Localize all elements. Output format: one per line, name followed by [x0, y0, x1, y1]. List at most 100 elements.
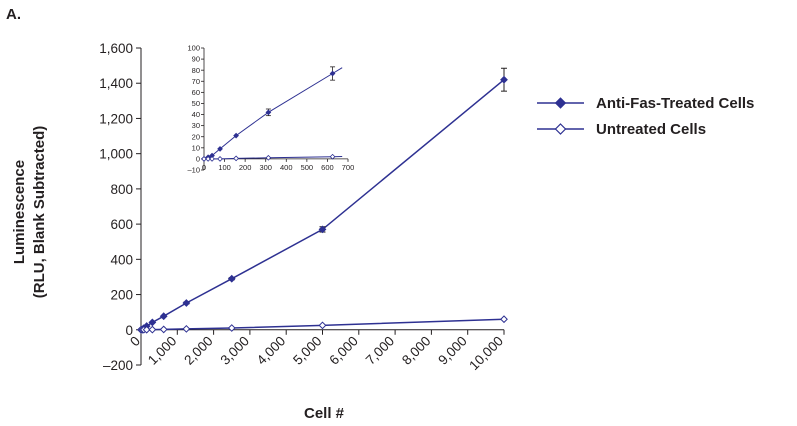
data-point	[159, 325, 168, 334]
inset-data-point	[329, 70, 336, 77]
inset-data-point	[265, 154, 272, 161]
inset-data-point	[205, 156, 211, 162]
x-axis-title: Cell #	[304, 405, 345, 422]
inset-y-tick: 10	[192, 143, 204, 152]
series-untreated	[137, 315, 508, 334]
y-tick-label: 1,600	[99, 41, 133, 56]
legend-label-treated: Anti-Fas-Treated Cells	[596, 95, 754, 112]
y-tick-label: 0	[125, 323, 133, 338]
y-tick: 800	[110, 182, 141, 197]
inset-x-tick-label: 0	[202, 163, 206, 172]
inset-y-tick-label: 10	[192, 143, 200, 152]
data-point	[227, 324, 236, 332]
inset-data-point	[209, 156, 215, 162]
y-tick-label: 600	[110, 217, 133, 232]
x-tick-label: 3,000	[218, 333, 253, 368]
x-tick-label: 5,000	[290, 333, 325, 368]
data-point	[148, 325, 157, 334]
inset-x-tick: 200	[239, 158, 252, 172]
open-diamond-icon	[554, 123, 567, 135]
data-point	[227, 274, 236, 283]
data-point	[142, 325, 151, 334]
data-point	[159, 312, 168, 321]
x-tick: 9,000	[435, 329, 470, 368]
x-tick-label: 9,000	[435, 333, 470, 368]
inset-data-point	[265, 109, 272, 116]
y-tick-label: 1,400	[99, 76, 133, 91]
inset-x-tick-label: 500	[301, 163, 314, 172]
inset-series-treated	[201, 66, 343, 162]
x-tick-label: 2,000	[181, 333, 216, 368]
inset-x-tick: 500	[301, 158, 314, 172]
legend-item-treated: Anti-Fas-Treated Cells	[537, 95, 754, 112]
inset-data-point	[329, 153, 336, 160]
y-axis-title-line-2: (RLU, Blank Subtracted)	[31, 126, 48, 299]
inset-y-tick-label: 70	[192, 77, 200, 86]
x-tick-label: 6,000	[326, 333, 361, 368]
inset-y-tick: 80	[192, 66, 204, 75]
inset-y-tick-label: 80	[192, 66, 200, 75]
data-point	[318, 321, 327, 330]
inset-series-untreated	[201, 153, 343, 162]
panel-label: A.	[6, 6, 21, 23]
inset-y-tick: 40	[192, 110, 204, 119]
inset-y-tick-label: 90	[192, 55, 200, 64]
inset-data-point	[217, 146, 223, 152]
legend-item-untreated: Untreated Cells	[537, 121, 706, 138]
x-tick-label: 1,000	[145, 333, 180, 368]
data-point	[500, 315, 508, 324]
data-point	[182, 324, 191, 333]
inset-x-tick-label: 200	[239, 163, 252, 172]
legend-label-untreated: Untreated Cells	[596, 121, 706, 138]
y-tick: 1,600	[99, 41, 141, 56]
inset-y-tick-label: 0	[196, 155, 200, 164]
x-tick-label: 8,000	[399, 333, 434, 368]
inset-x-tick-label: 700	[342, 163, 355, 172]
x-tick: 10,000	[466, 329, 506, 373]
inset-y-tick-label: 20	[192, 132, 200, 141]
inset-y-tick-label: 50	[192, 99, 200, 108]
inset-data-point	[233, 155, 239, 162]
y-tick: 400	[110, 252, 141, 267]
inset-y-tick-label: 60	[192, 88, 200, 97]
data-point	[148, 318, 157, 327]
x-tick: 7,000	[363, 329, 398, 368]
inset-data-point	[233, 132, 239, 139]
inset-x-tick-label: 600	[321, 163, 334, 172]
x-tick: 8,000	[399, 329, 434, 368]
x-tick-label: 7,000	[363, 333, 398, 368]
legend: Anti-Fas-Treated Cells Untreated Cells	[537, 95, 754, 138]
data-point	[500, 75, 508, 84]
inset-y-tick-label: 100	[187, 44, 200, 53]
y-tick: 1,200	[99, 111, 141, 126]
x-tick: 5,000	[290, 329, 325, 368]
y-tick-label: 200	[110, 288, 133, 303]
inset-x-tick-label: 300	[259, 163, 272, 172]
filled-diamond-icon	[554, 97, 567, 109]
y-axis-title-line-1: Luminescence	[11, 160, 28, 264]
inset-y-tick: –10	[187, 166, 204, 175]
inset-x-tick: 100	[218, 158, 231, 172]
x-tick: 4,000	[254, 329, 289, 368]
inset-x-tick: 700	[342, 158, 355, 172]
y-tick-label: 800	[110, 182, 133, 197]
inset-y-tick: 90	[192, 55, 204, 64]
inset-x-tick: 300	[259, 158, 272, 172]
y-tick-label: 400	[110, 252, 133, 267]
inset-y-tick: 20	[192, 132, 204, 141]
x-tick: 3,000	[218, 329, 253, 368]
y-tick: 200	[110, 288, 141, 303]
y-tick: –200	[103, 358, 141, 373]
inset-y-tick: 50	[192, 99, 204, 108]
x-tick-label: 4,000	[254, 333, 289, 368]
inset-data-point	[217, 156, 223, 162]
data-point	[182, 299, 191, 307]
x-tick-label: 10,000	[466, 333, 506, 373]
inset-x-tick-label: 400	[280, 163, 293, 172]
y-tick: 600	[110, 217, 141, 232]
inset-y-tick: 100	[187, 44, 204, 53]
y-tick-label: –200	[103, 358, 133, 373]
x-tick: 1,000	[145, 329, 180, 368]
